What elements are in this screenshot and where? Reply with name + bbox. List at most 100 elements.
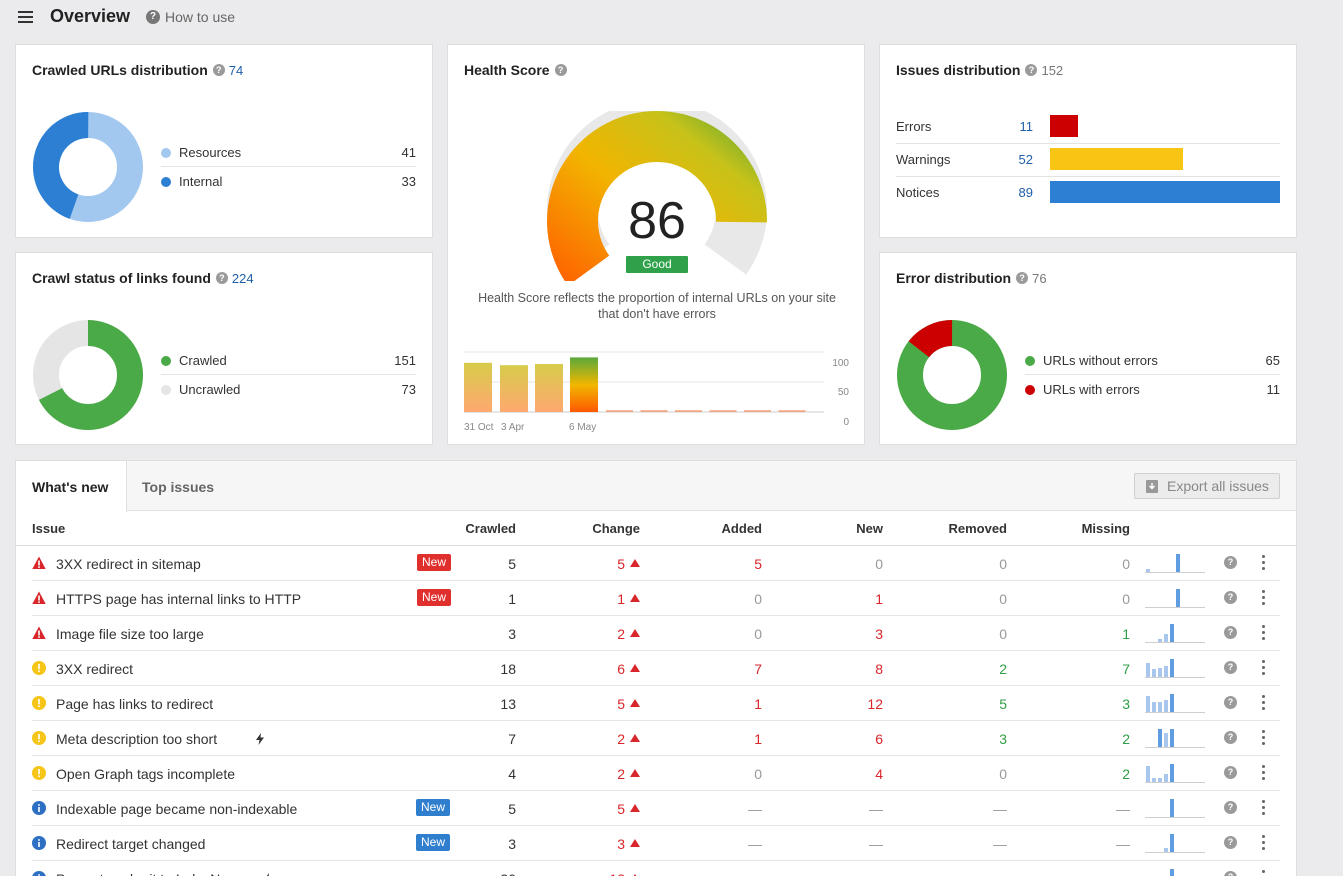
help-icon[interactable]: ? <box>554 64 567 77</box>
missing-count[interactable]: 7 <box>1122 661 1130 677</box>
issue-name[interactable]: HTTPS page has internal links to HTTP <box>56 591 302 607</box>
missing-count[interactable]: 1 <box>1122 626 1130 642</box>
crawled-count[interactable]: 18 <box>500 661 516 677</box>
export-all-issues-button[interactable]: Export all issues <box>1134 473 1280 499</box>
added-count[interactable]: 0 <box>754 591 762 607</box>
added-count[interactable]: — <box>748 801 762 817</box>
crawled-count[interactable]: 1 <box>508 591 516 607</box>
more-options-icon[interactable] <box>1262 835 1266 851</box>
added-count[interactable]: 1 <box>754 696 762 712</box>
issue-name[interactable]: 3XX redirect <box>56 661 134 677</box>
missing-count[interactable]: — <box>1116 801 1130 817</box>
trend-sparkline[interactable] <box>1145 551 1205 573</box>
issue-name[interactable]: Page has links to redirect <box>56 696 214 712</box>
issues-row-count[interactable]: 52 <box>1018 152 1033 167</box>
issue-name[interactable]: 3XX redirect in sitemap <box>56 556 201 572</box>
removed-count[interactable]: — <box>993 836 1007 852</box>
help-icon[interactable]: ? <box>1224 766 1237 779</box>
more-options-icon[interactable] <box>1262 800 1266 816</box>
new-count[interactable]: 12 <box>867 696 883 712</box>
trend-sparkline[interactable] <box>1145 621 1205 643</box>
issues-row-notices[interactable]: Notices 89 <box>896 181 1280 207</box>
trend-sparkline[interactable] <box>1145 761 1205 783</box>
more-options-icon[interactable] <box>1262 660 1266 676</box>
missing-count[interactable]: — <box>1116 836 1130 852</box>
help-icon[interactable]: ? <box>1224 836 1237 849</box>
new-count[interactable]: 8 <box>875 661 883 677</box>
help-icon[interactable]: ? <box>1224 696 1237 709</box>
crawled-count[interactable]: 7 <box>508 731 516 747</box>
table-row[interactable]: Open Graph tags incomplete 4 2 0 4 0 2? <box>32 756 1280 791</box>
help-icon[interactable]: ? <box>1016 272 1029 285</box>
col-crawled[interactable]: Crawled <box>465 521 516 536</box>
trend-sparkline[interactable] <box>1145 691 1205 713</box>
removed-count[interactable]: 0 <box>999 626 1007 642</box>
more-options-icon[interactable] <box>1262 765 1266 781</box>
history-bar[interactable] <box>464 362 492 412</box>
table-row[interactable]: Image file size too large 3 2 0 3 0 1? <box>32 616 1280 651</box>
table-row[interactable]: HTTPS page has internal links to HTTP New… <box>32 581 1280 616</box>
table-row[interactable]: 3XX redirect 18 6 7 8 2 7? <box>32 651 1280 686</box>
removed-count[interactable]: 0 <box>999 556 1007 572</box>
added-count[interactable]: 5 <box>754 556 762 572</box>
col-issue[interactable]: Issue <box>32 521 66 536</box>
more-options-icon[interactable] <box>1262 555 1266 571</box>
history-bar[interactable] <box>535 364 563 412</box>
trend-sparkline[interactable] <box>1145 866 1205 876</box>
help-icon[interactable]: ? <box>1224 556 1237 569</box>
trend-sparkline[interactable] <box>1145 656 1205 678</box>
menu-icon[interactable] <box>18 11 33 23</box>
table-row[interactable]: Pages to submit to IndexNow 20 12? <box>32 861 1280 876</box>
tab-whats-new[interactable]: What's new <box>16 461 127 512</box>
crawled-count[interactable]: 3 <box>508 836 516 852</box>
table-row[interactable]: Meta description too short 7 2 1 6 3 2? <box>32 721 1280 756</box>
trend-sparkline[interactable] <box>1145 796 1205 818</box>
help-icon[interactable]: ? <box>1224 731 1237 744</box>
more-options-icon[interactable] <box>1262 625 1266 641</box>
history-bar[interactable] <box>500 365 528 412</box>
issue-name[interactable]: Open Graph tags incomplete <box>56 766 235 782</box>
new-count[interactable]: 3 <box>875 626 883 642</box>
help-icon[interactable]: ? <box>1224 661 1237 674</box>
missing-count[interactable]: 2 <box>1122 766 1130 782</box>
how-to-use-link[interactable]: ? How to use <box>146 9 235 25</box>
help-icon[interactable]: ? <box>1224 801 1237 814</box>
table-row[interactable]: Redirect target changed New 3 3 — — — —? <box>32 826 1280 861</box>
new-count[interactable]: 6 <box>875 731 883 747</box>
added-count[interactable]: — <box>748 836 762 852</box>
added-count[interactable]: 0 <box>754 626 762 642</box>
crawled-count[interactable]: 20 <box>456 871 516 876</box>
col-missing[interactable]: Missing <box>1081 521 1130 536</box>
more-options-icon[interactable] <box>1262 695 1266 711</box>
new-count[interactable]: — <box>869 836 883 852</box>
help-icon[interactable]: ? <box>1224 626 1237 639</box>
col-removed[interactable]: Removed <box>948 521 1007 536</box>
removed-count[interactable]: 0 <box>999 591 1007 607</box>
help-icon[interactable]: ? <box>1224 871 1237 876</box>
more-options-icon[interactable] <box>1262 590 1266 606</box>
added-count[interactable]: 1 <box>754 731 762 747</box>
crawled-count[interactable]: 13 <box>500 696 516 712</box>
more-options-icon[interactable] <box>1262 730 1266 746</box>
missing-count[interactable]: 3 <box>1122 696 1130 712</box>
new-count[interactable]: — <box>869 801 883 817</box>
removed-count[interactable]: — <box>993 801 1007 817</box>
total-count[interactable]: 224 <box>231 271 254 286</box>
added-count[interactable]: 0 <box>754 766 762 782</box>
issues-row-count[interactable]: 11 <box>1019 119 1034 134</box>
missing-count[interactable]: 0 <box>1122 556 1130 572</box>
removed-count[interactable]: 2 <box>999 661 1007 677</box>
tab-top-issues[interactable]: Top issues <box>127 461 237 511</box>
help-icon[interactable]: ? <box>215 272 228 285</box>
issues-row-count[interactable]: 89 <box>1018 185 1033 200</box>
crawled-count[interactable]: 3 <box>508 626 516 642</box>
new-count[interactable]: 4 <box>875 766 883 782</box>
help-icon[interactable]: ? <box>1025 64 1038 77</box>
removed-count[interactable]: 0 <box>999 766 1007 782</box>
crawled-count[interactable]: 4 <box>508 766 516 782</box>
more-options-icon[interactable] <box>1262 870 1266 876</box>
trend-sparkline[interactable] <box>1145 726 1205 748</box>
crawled-count[interactable]: 5 <box>508 801 516 817</box>
missing-count[interactable]: 0 <box>1122 591 1130 607</box>
col-change[interactable]: Change <box>592 521 640 536</box>
